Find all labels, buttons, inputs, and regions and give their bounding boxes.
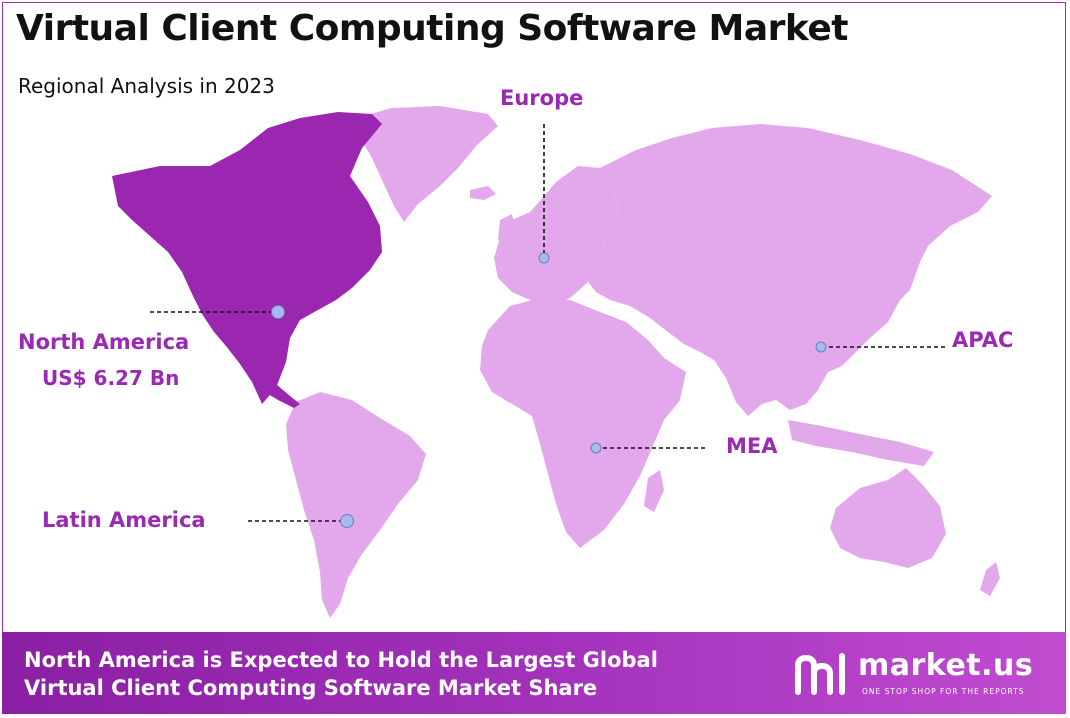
mea-label: MEA (726, 434, 778, 458)
footer-banner: North America is Expected to Hold the La… (2, 632, 1066, 714)
madagascar-shape (644, 470, 664, 512)
greenland-shape (356, 106, 498, 222)
leader-lines (150, 124, 946, 522)
page-subtitle: Regional Analysis in 2023 (18, 74, 275, 98)
japan-shape (890, 236, 920, 302)
brand-tagline: ONE STOP SHOP FOR THE REPORTS (862, 687, 1025, 696)
australia-shape (830, 468, 946, 568)
mea-marker (590, 442, 602, 454)
asia-shape (588, 124, 992, 416)
africa-shape (480, 298, 686, 548)
latin-america-marker (340, 514, 354, 528)
central-america-shape (258, 384, 300, 408)
southeast-asia-islands (788, 420, 934, 466)
north-america-label: North America (18, 330, 190, 354)
other-regions (286, 106, 1000, 618)
iceland-shape (470, 186, 496, 200)
europe-label: Europe (500, 86, 584, 110)
footer-line-2: Virtual Client Computing Software Market… (24, 676, 598, 700)
apac-label: APAC (952, 328, 1014, 352)
north-america-shape (112, 112, 382, 404)
europe-marker (538, 252, 550, 264)
region-markers (271, 252, 827, 528)
page-title: Virtual Client Computing Software Market (16, 8, 849, 49)
brand-name: market.us (858, 648, 1034, 683)
british-isles-shape (498, 214, 516, 246)
world-map (112, 106, 1000, 618)
south-america-shape (286, 392, 426, 618)
market-us-logo-icon (795, 653, 845, 695)
north-america-region (112, 112, 382, 408)
footer-statement: North America is Expected to Hold the La… (24, 646, 658, 702)
apac-marker (815, 341, 827, 353)
europe-shape (494, 166, 618, 306)
brand-logo: market.us ONE STOP SHOP FOR THE REPORTS (794, 648, 1044, 700)
new-zealand-shape (980, 562, 1000, 596)
north-america-marker (271, 305, 285, 319)
latin-america-label: Latin America (42, 508, 206, 532)
footer-line-1: North America is Expected to Hold the La… (24, 648, 658, 672)
north-america-value: US$ 6.27 Bn (42, 366, 180, 390)
